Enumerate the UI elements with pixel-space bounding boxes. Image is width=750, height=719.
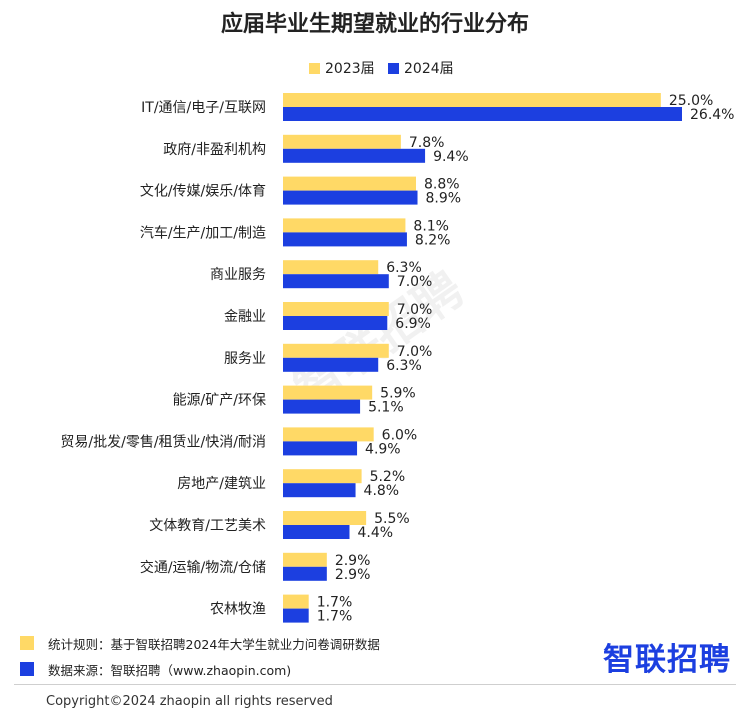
value-label-2023: 7.0% bbox=[397, 302, 433, 318]
bar-2024 bbox=[283, 107, 682, 121]
bar-2023 bbox=[283, 469, 362, 484]
value-label-2023: 1.7% bbox=[317, 595, 353, 611]
value-label-2023: 7.0% bbox=[397, 344, 433, 360]
value-label-2024: 6.9% bbox=[395, 316, 431, 332]
value-label-2023: 6.3% bbox=[386, 260, 422, 276]
value-label-2024: 1.7% bbox=[317, 609, 353, 625]
value-label-2023: 7.8% bbox=[409, 135, 445, 151]
value-label-2024: 5.1% bbox=[368, 400, 404, 416]
category-label: 服务业 bbox=[224, 351, 266, 367]
chart-title: 应届毕业生期望就业的行业分布 bbox=[220, 12, 529, 37]
bar-2023 bbox=[283, 594, 309, 609]
category-label: 文体教育/工艺美术 bbox=[149, 518, 266, 534]
brand-logo: 智联招聘 bbox=[603, 642, 731, 678]
bar-2023 bbox=[283, 260, 379, 275]
bar-2024 bbox=[283, 190, 418, 205]
note-rule: 统计规则：基于智联招聘2024年大学生就业力问卷调研数据 bbox=[20, 632, 580, 654]
category-label: 商业服务 bbox=[210, 267, 266, 283]
bar-2024 bbox=[283, 274, 389, 289]
bar-chart: IT/通信/电子/互联网 25.0%26.4% 政府/非盈利机构 7.8%9.4% 文化… bbox=[60, 93, 734, 625]
legend-swatch-2023 bbox=[309, 62, 320, 74]
bar-2024 bbox=[283, 566, 327, 581]
value-label-2024: 4.9% bbox=[365, 441, 401, 457]
value-label-2024: 4.8% bbox=[364, 483, 400, 499]
note-source-text: 数据来源：智联招聘（www.zhaopin.com) bbox=[48, 662, 292, 678]
category-label: 文化/传媒/娱乐/体育 bbox=[140, 184, 266, 200]
bar-2023 bbox=[283, 385, 373, 400]
category-label: 汽车/生产/加工/制造 bbox=[140, 224, 266, 241]
value-label-2023: 5.9% bbox=[380, 386, 416, 402]
bar-2024 bbox=[283, 441, 358, 456]
value-label-2023: 8.1% bbox=[413, 218, 449, 234]
value-label-2023: 5.2% bbox=[370, 469, 406, 485]
bar-2023 bbox=[283, 427, 374, 442]
value-label-2024: 6.3% bbox=[386, 358, 422, 374]
note-rule-text: 统计规则：基于智联招聘2024年大学生就业力问卷调研数据 bbox=[48, 636, 380, 652]
category-label: 能源/矿产/环保 bbox=[173, 393, 266, 409]
bar-2023 bbox=[283, 134, 401, 149]
bar-2023 bbox=[283, 343, 389, 358]
legend-item-2024: 2024届 bbox=[388, 58, 454, 78]
category-label: 政府/非盈利机构 bbox=[163, 142, 266, 158]
bar-2023 bbox=[283, 552, 327, 567]
legend-swatch-2024 bbox=[388, 62, 399, 74]
bar-2024 bbox=[283, 525, 350, 539]
bar-2023 bbox=[283, 302, 389, 316]
bar-2024 bbox=[283, 357, 379, 372]
value-label-2024: 4.4% bbox=[358, 525, 394, 541]
category-label: 房地产/建筑业 bbox=[177, 476, 266, 492]
value-label-2024: 7.0% bbox=[397, 274, 433, 290]
value-label-2023: 6.0% bbox=[382, 427, 418, 443]
category-label: 贸易/批发/零售/租赁业/快消/耐消 bbox=[60, 434, 266, 450]
copyright-text: Copyright©2024 zhaopin all rights reserv… bbox=[46, 694, 333, 709]
value-label-2023: 5.5% bbox=[374, 511, 410, 527]
value-label-2023: 8.8% bbox=[424, 177, 460, 193]
category-label: 农林牧渔 bbox=[210, 602, 266, 618]
bar-2024 bbox=[283, 148, 426, 163]
category-label: 金融业 bbox=[224, 309, 266, 325]
bar-2024 bbox=[283, 483, 356, 498]
legend-label-2023: 2023届 bbox=[325, 61, 375, 77]
category-label: 交通/运输/物流/仓储 bbox=[140, 559, 266, 576]
category-label: IT/通信/电子/互联网 bbox=[141, 100, 266, 116]
legend-label-2024: 2024届 bbox=[404, 61, 454, 77]
note-source: 数据来源：智联招聘（www.zhaopin.com) bbox=[20, 658, 580, 680]
chart-legend: 2023届 2024届 bbox=[0, 58, 750, 78]
bar-2024 bbox=[283, 608, 309, 623]
value-label-2024: 9.4% bbox=[433, 149, 469, 165]
bar-2024 bbox=[283, 399, 361, 414]
value-label-2024: 2.9% bbox=[335, 567, 371, 583]
bar-2023 bbox=[283, 93, 661, 107]
value-label-2023: 25.0% bbox=[669, 93, 713, 109]
bar-2024 bbox=[283, 232, 407, 247]
footer-divider bbox=[14, 684, 736, 685]
legend-item-2023: 2023届 bbox=[309, 58, 375, 78]
value-label-2023: 2.9% bbox=[335, 553, 371, 569]
note-rule-swatch bbox=[20, 636, 34, 650]
note-source-swatch bbox=[20, 662, 34, 676]
bar-2024 bbox=[283, 316, 388, 330]
bar-2023 bbox=[283, 511, 367, 525]
footnotes: 统计规则：基于智联招聘2024年大学生就业力问卷调研数据 数据来源：智联招聘（w… bbox=[20, 632, 580, 684]
bar-2023 bbox=[283, 218, 406, 233]
value-label-2024: 8.2% bbox=[415, 232, 451, 248]
value-label-2024: 26.4% bbox=[690, 107, 734, 123]
value-label-2024: 8.9% bbox=[426, 191, 462, 207]
bar-2023 bbox=[283, 176, 416, 191]
